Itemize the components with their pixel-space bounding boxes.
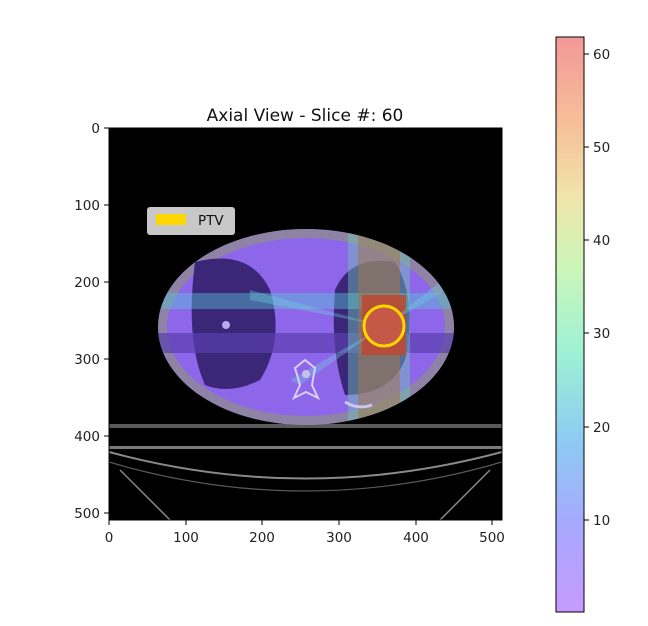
x-tick-200: 200 xyxy=(249,530,275,546)
x-tick-500: 500 xyxy=(479,530,505,546)
colorbar-tick-10: 10 xyxy=(593,513,610,529)
colorbar-gradient xyxy=(555,36,585,613)
y-tick-300: 300 xyxy=(74,352,100,368)
x-tick-100: 100 xyxy=(173,530,199,546)
legend-label: PTV xyxy=(198,213,224,229)
y-tick-400: 400 xyxy=(74,429,100,445)
y-tick-0: 0 xyxy=(91,121,100,137)
colorbar-tick-20: 20 xyxy=(593,420,610,436)
colorbar-tick-50: 50 xyxy=(593,140,610,156)
y-tick-200: 200 xyxy=(74,275,100,291)
colorbar: 10 20 30 40 50 60 xyxy=(555,36,610,613)
y-axis: 0 100 200 300 400 500 xyxy=(74,121,109,522)
x-axis: 0 100 200 300 400 500 xyxy=(105,520,505,546)
plot-title: Axial View - Slice #: 60 xyxy=(207,106,404,126)
colorbar-tick-40: 40 xyxy=(593,233,610,249)
ct-couch xyxy=(109,424,502,520)
plot-frame xyxy=(108,127,503,521)
colorbar-tick-30: 30 xyxy=(593,326,610,342)
ptv-contour xyxy=(362,304,406,348)
x-tick-300: 300 xyxy=(326,530,352,546)
y-tick-100: 100 xyxy=(74,198,100,214)
ct-image: PTV xyxy=(109,128,502,520)
ptv-region xyxy=(365,307,403,345)
legend: PTV xyxy=(147,207,235,235)
x-tick-400: 400 xyxy=(403,530,429,546)
x-tick-0: 0 xyxy=(105,530,114,546)
y-tick-500: 500 xyxy=(74,506,100,522)
legend-swatch xyxy=(156,214,186,225)
colorbar-tick-60: 60 xyxy=(593,47,610,63)
spine xyxy=(291,358,321,401)
